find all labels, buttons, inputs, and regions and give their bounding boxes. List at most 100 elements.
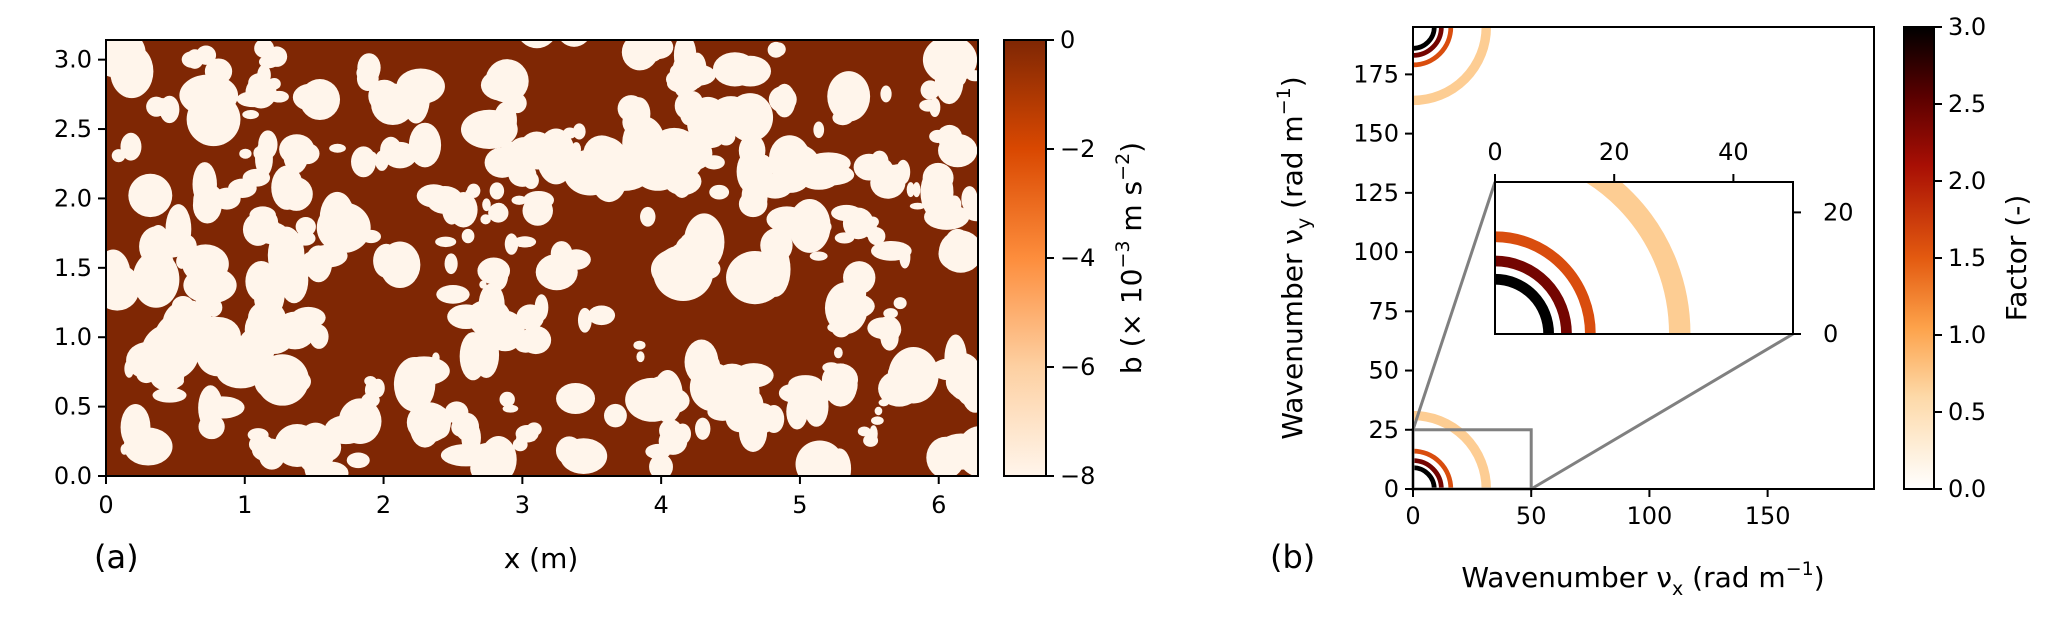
- blob: [878, 398, 889, 407]
- blob: [871, 416, 884, 425]
- blob: [508, 162, 537, 187]
- blob: [883, 308, 898, 319]
- blob: [929, 97, 941, 118]
- blob: [172, 233, 197, 260]
- blob: [513, 236, 537, 248]
- blob: [294, 231, 316, 246]
- blob: [309, 324, 329, 349]
- colorbar-b-gradient: [1903, 26, 1935, 490]
- blob: [291, 306, 326, 329]
- y-tick-label-b: 150: [1353, 120, 1399, 148]
- blob: [280, 177, 313, 211]
- blob: [460, 109, 518, 149]
- blob: [587, 305, 616, 326]
- blob: [444, 253, 458, 275]
- y-tick-label-b: 175: [1353, 60, 1399, 88]
- blob: [239, 148, 252, 159]
- blob: [636, 351, 645, 363]
- blob: [738, 190, 768, 218]
- y-tick-label-b: 100: [1353, 238, 1399, 266]
- blob: [514, 334, 537, 353]
- blob: [260, 152, 269, 167]
- blob: [435, 236, 457, 248]
- blob: [368, 79, 401, 113]
- blob: [148, 98, 177, 117]
- colorbar-b: 0.0 0.5 1.0 1.5 2.0 2.5 3.0 Factor (-): [1903, 13, 2033, 503]
- blob: [204, 58, 233, 85]
- blob: [572, 123, 586, 140]
- blob: [259, 443, 285, 470]
- blob: [631, 111, 645, 133]
- colorbar-b-tick-label: 0.5: [1948, 398, 1986, 426]
- colorbar-a-tick-label: 0: [1060, 26, 1075, 54]
- blob: [346, 452, 370, 469]
- blob: [878, 370, 921, 407]
- blob: [522, 195, 553, 226]
- blob: [671, 53, 694, 98]
- blob: [261, 366, 311, 397]
- blob: [396, 68, 445, 105]
- x-tick-label-b: 0: [1405, 502, 1420, 530]
- x-axis-label-b: Wavenumber νx (rad m−1): [1461, 558, 1824, 600]
- blob: [504, 233, 519, 255]
- blob: [383, 141, 417, 169]
- blob: [408, 122, 442, 168]
- blob: [727, 93, 774, 142]
- blob: [205, 298, 223, 317]
- blob: [436, 285, 470, 304]
- x-tick-label-b: 50: [1516, 502, 1547, 530]
- blob: [795, 440, 844, 476]
- blob: [906, 182, 915, 198]
- blob: [106, 267, 140, 311]
- blob: [604, 403, 627, 428]
- x-tick-label-a: 3: [515, 491, 530, 519]
- x-tick-label-a: 0: [98, 491, 113, 519]
- blob: [449, 191, 478, 228]
- colorbar-a-tick-label: −8: [1060, 462, 1095, 490]
- blob: [256, 222, 289, 245]
- colorbar-a-gradient: [1003, 39, 1047, 477]
- blob: [489, 182, 505, 200]
- blob: [120, 132, 142, 161]
- blob: [809, 251, 828, 261]
- blob: [123, 427, 173, 466]
- blob: [479, 280, 487, 289]
- y-tick-label-a: 2.0: [54, 184, 92, 212]
- blob: [321, 204, 357, 246]
- blob: [924, 204, 970, 230]
- blob: [953, 68, 967, 86]
- blob: [373, 243, 400, 278]
- blob: [213, 187, 241, 210]
- blob: [440, 444, 492, 467]
- blob: [488, 203, 509, 223]
- blob: [452, 412, 466, 430]
- y-tick-label-a: 3.0: [54, 46, 92, 74]
- blob: [128, 173, 173, 218]
- blob: [709, 184, 730, 200]
- inset-x-tick-label: 0: [1487, 138, 1502, 166]
- blob: [867, 227, 886, 246]
- blob: [482, 198, 491, 212]
- panel-label-b: (b): [1270, 538, 1315, 576]
- blob: [485, 59, 529, 103]
- inset-x-tick-label: 40: [1718, 138, 1749, 166]
- blob: [961, 186, 978, 213]
- blob: [560, 40, 588, 47]
- blob: [309, 244, 348, 268]
- axis-ticks-a: 0 1 2 3 4 5 6 0.0 0.5 1.0 1.5 2.0 2.5 3.0: [54, 46, 947, 519]
- colorbar-b-tick-label: 0.0: [1948, 475, 1986, 503]
- colorbar-b-tick-label: 2.0: [1948, 167, 1986, 195]
- blob: [366, 151, 378, 165]
- x-tick-label-a: 5: [792, 491, 807, 519]
- blob: [630, 138, 686, 191]
- inset-ticks: 0 20 40 0 20: [1487, 138, 1853, 348]
- blob: [269, 90, 289, 103]
- blob: [936, 433, 978, 470]
- blob: [520, 40, 554, 49]
- blob: [922, 162, 954, 193]
- colorbar-b-tick-label: 3.0: [1948, 13, 1986, 41]
- blob: [499, 391, 515, 408]
- blob: [799, 168, 839, 190]
- blob: [295, 216, 316, 237]
- panel-b-heatmap: 0 50 100 150 0 25 50 75 100 125 150 175 0 20 40 0 20 Wa…: [1270, 26, 1875, 600]
